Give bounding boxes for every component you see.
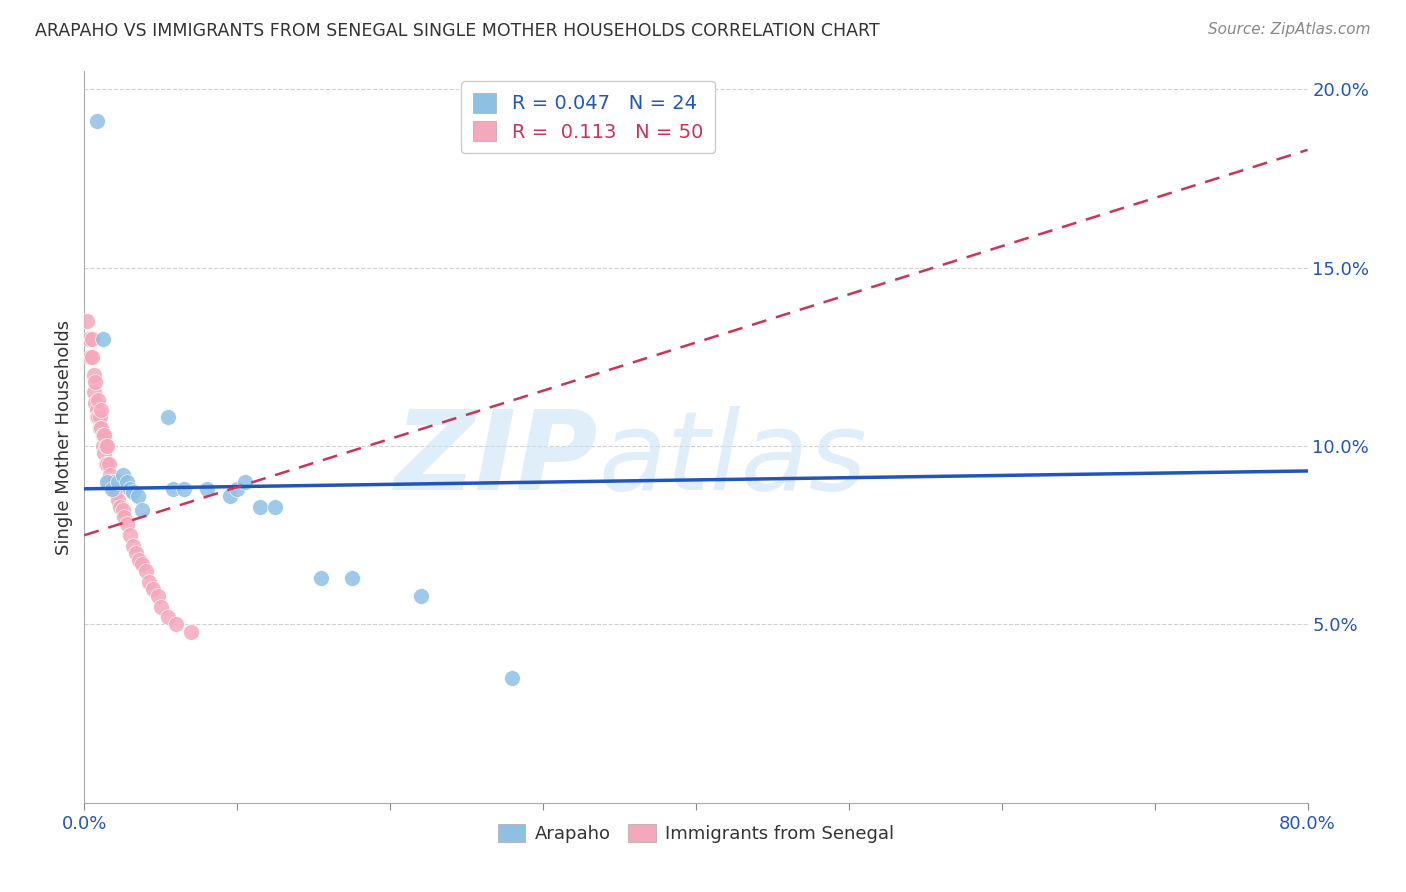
Point <box>226 482 249 496</box>
Point <box>104 482 127 496</box>
Point <box>142 582 165 596</box>
Point <box>157 410 180 425</box>
Point <box>76 314 98 328</box>
Point <box>340 571 363 585</box>
Point <box>112 510 135 524</box>
Point <box>87 410 110 425</box>
Point <box>131 503 153 517</box>
Point <box>107 492 129 507</box>
Point <box>409 589 432 603</box>
Point <box>311 571 333 585</box>
Point <box>84 396 107 410</box>
Point <box>195 482 218 496</box>
Point <box>93 428 115 442</box>
Point <box>218 489 240 503</box>
Point <box>97 457 120 471</box>
Point <box>86 403 108 417</box>
Point <box>233 475 256 489</box>
Point <box>149 599 172 614</box>
Point <box>249 500 271 514</box>
Text: ARAPAHO VS IMMIGRANTS FROM SENEGAL SINGLE MOTHER HOUSEHOLDS CORRELATION CHART: ARAPAHO VS IMMIGRANTS FROM SENEGAL SINGL… <box>35 22 880 40</box>
Point <box>115 475 138 489</box>
Text: ZIP: ZIP <box>395 406 598 513</box>
Point <box>157 610 180 624</box>
Point <box>79 350 101 364</box>
Point <box>120 528 142 542</box>
Text: Source: ZipAtlas.com: Source: ZipAtlas.com <box>1208 22 1371 37</box>
Point <box>108 500 131 514</box>
Point <box>93 446 115 460</box>
Point <box>131 557 153 571</box>
Point <box>91 428 114 442</box>
Legend: Arapaho, Immigrants from Senegal: Arapaho, Immigrants from Senegal <box>489 815 903 852</box>
Y-axis label: Single Mother Households: Single Mother Households <box>55 319 73 555</box>
Point <box>91 439 114 453</box>
Point <box>122 539 145 553</box>
Point <box>96 457 118 471</box>
Point <box>80 350 103 364</box>
Point <box>115 517 138 532</box>
Point <box>127 489 149 503</box>
Point <box>84 375 107 389</box>
Point <box>90 421 112 435</box>
Point <box>165 617 187 632</box>
Point <box>89 410 111 425</box>
Point <box>502 671 524 685</box>
Point <box>146 589 169 603</box>
Point <box>107 475 129 489</box>
Point <box>101 482 124 496</box>
Point <box>86 410 108 425</box>
Point <box>83 385 105 400</box>
Point <box>87 392 110 407</box>
Point <box>91 332 114 346</box>
Point <box>83 368 105 382</box>
Point <box>94 439 117 453</box>
Point <box>264 500 287 514</box>
Point <box>180 624 202 639</box>
Text: atlas: atlas <box>598 406 866 513</box>
Point <box>86 114 108 128</box>
Point <box>120 482 142 496</box>
Point <box>101 475 124 489</box>
Point <box>97 475 120 489</box>
Point <box>80 332 103 346</box>
Point <box>138 574 160 589</box>
Point <box>128 553 150 567</box>
Point <box>94 457 117 471</box>
Point <box>173 482 195 496</box>
Point <box>125 546 148 560</box>
Point <box>162 482 184 496</box>
Point <box>89 421 111 435</box>
Point <box>111 503 134 517</box>
Point <box>105 485 128 500</box>
Point <box>135 564 157 578</box>
Point <box>90 403 112 417</box>
Point <box>96 475 118 489</box>
Point <box>77 332 100 346</box>
Point <box>111 467 134 482</box>
Point <box>122 485 145 500</box>
Point <box>96 439 118 453</box>
Point <box>98 467 121 482</box>
Point <box>103 475 125 489</box>
